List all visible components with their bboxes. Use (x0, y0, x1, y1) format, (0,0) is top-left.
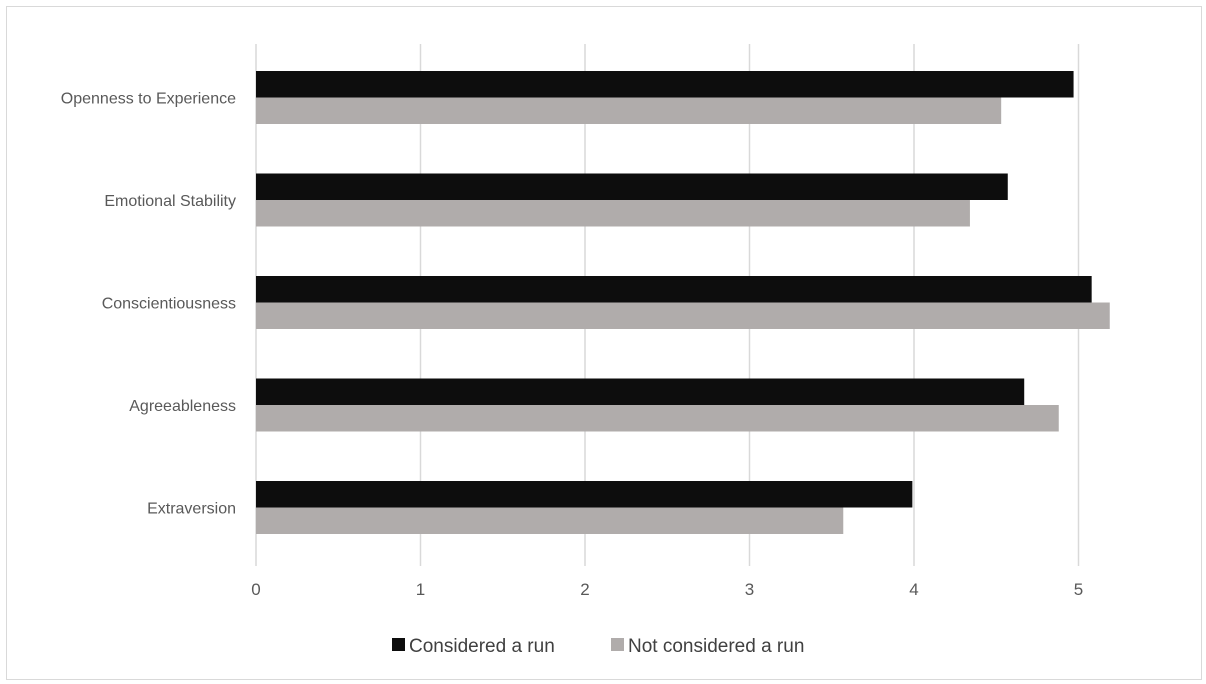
x-tick-label: 0 (251, 580, 260, 599)
bar-considered (256, 71, 1074, 98)
bar-not-considered (256, 97, 1002, 124)
bar-considered (256, 276, 1092, 303)
x-tick-label: 2 (580, 580, 589, 599)
legend-label: Considered a run (409, 636, 555, 657)
bar-considered (256, 481, 913, 508)
category-label: Conscientiousness (102, 296, 236, 313)
legend-swatch (611, 638, 624, 651)
x-tick-labels: 0 1 2 3 4 5 (251, 580, 1083, 599)
category-label: Extraversion (147, 501, 236, 518)
x-tick-label: 3 (745, 580, 754, 599)
category-label: Emotional Stability (104, 193, 236, 210)
x-tick-label: 1 (416, 580, 425, 599)
bar-not-considered (256, 507, 844, 534)
category-label: Agreeableness (129, 398, 236, 415)
bars (256, 71, 1110, 534)
category-label: Openness to Experience (61, 91, 236, 108)
legend: Considered a run Not considered a run (392, 636, 804, 657)
legend-swatch (392, 638, 405, 651)
x-tick-label: 5 (1074, 580, 1083, 599)
category-labels: Openness to Experience Emotional Stabilit… (61, 91, 236, 518)
bar-considered (256, 173, 1008, 200)
bar-not-considered (256, 405, 1059, 432)
bar-not-considered (256, 200, 970, 227)
bar-not-considered (256, 302, 1110, 329)
x-tick-label: 4 (909, 580, 918, 599)
legend-label: Not considered a run (628, 636, 804, 657)
bar-considered (256, 378, 1025, 405)
